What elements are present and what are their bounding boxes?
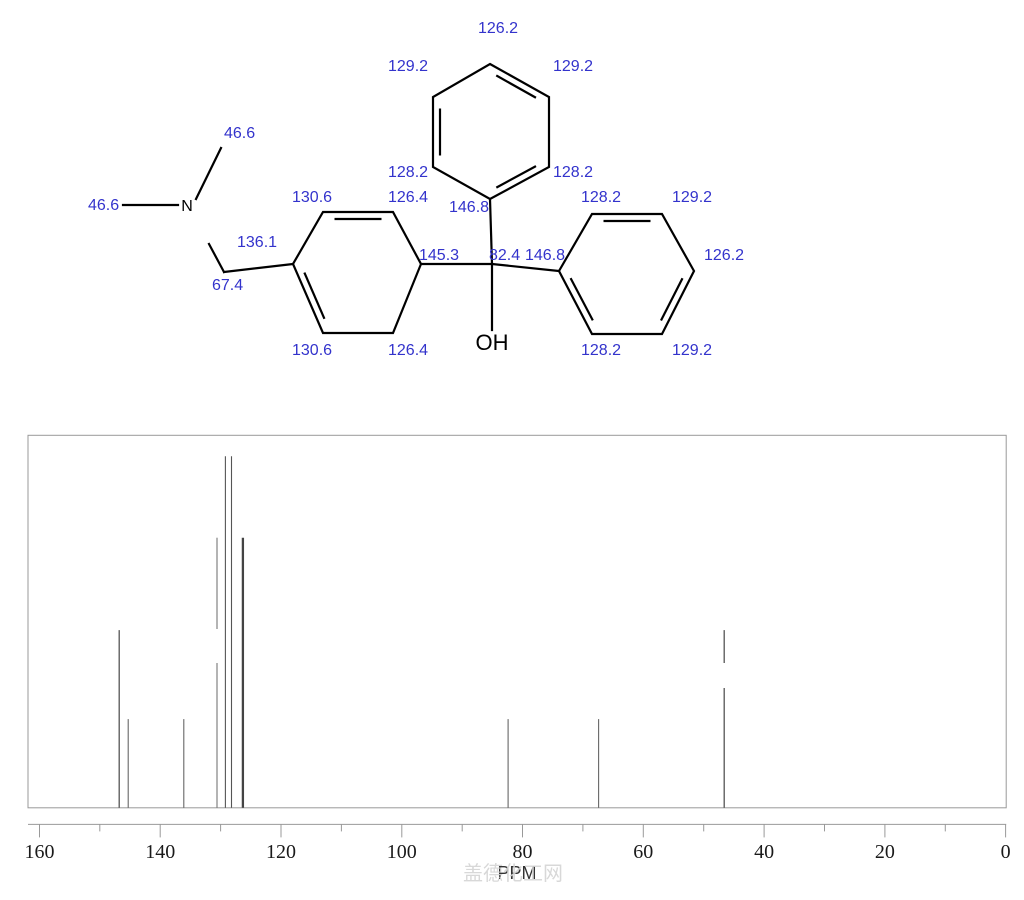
svg-text:136.1: 136.1 — [237, 234, 277, 251]
svg-text:129.2: 129.2 — [672, 342, 712, 359]
svg-text:140: 140 — [145, 841, 175, 863]
svg-text:129.2: 129.2 — [388, 58, 428, 75]
svg-text:盖德化工网: 盖德化工网 — [463, 862, 563, 885]
svg-text:20: 20 — [875, 841, 895, 863]
svg-text:130.6: 130.6 — [292, 189, 332, 206]
svg-text:146.8: 146.8 — [449, 199, 489, 216]
svg-text:126.4: 126.4 — [388, 189, 428, 206]
svg-text:60: 60 — [633, 841, 653, 863]
svg-text:46.6: 46.6 — [224, 125, 255, 142]
svg-text:128.2: 128.2 — [553, 164, 593, 181]
svg-text:129.2: 129.2 — [672, 189, 712, 206]
svg-text:40: 40 — [754, 841, 774, 863]
svg-text:120: 120 — [266, 841, 296, 863]
svg-text:OH: OH — [476, 330, 509, 355]
svg-text:80: 80 — [513, 841, 533, 863]
svg-text:82.4: 82.4 — [489, 247, 520, 264]
svg-text:67.4: 67.4 — [212, 277, 243, 294]
svg-text:130.6: 130.6 — [292, 342, 332, 359]
svg-text:145.3: 145.3 — [419, 247, 459, 264]
svg-text:0: 0 — [1001, 841, 1011, 863]
svg-text:46.6: 46.6 — [88, 197, 119, 214]
svg-text:N: N — [181, 198, 193, 215]
svg-text:128.2: 128.2 — [581, 342, 621, 359]
svg-text:126.2: 126.2 — [704, 247, 744, 264]
svg-text:100: 100 — [387, 841, 417, 863]
svg-text:128.2: 128.2 — [388, 164, 428, 181]
svg-text:160: 160 — [25, 841, 55, 863]
svg-text:146.8: 146.8 — [525, 247, 565, 264]
svg-text:128.2: 128.2 — [581, 189, 621, 206]
svg-text:126.2: 126.2 — [478, 20, 518, 37]
svg-text:126.4: 126.4 — [388, 342, 428, 359]
svg-text:129.2: 129.2 — [553, 58, 593, 75]
